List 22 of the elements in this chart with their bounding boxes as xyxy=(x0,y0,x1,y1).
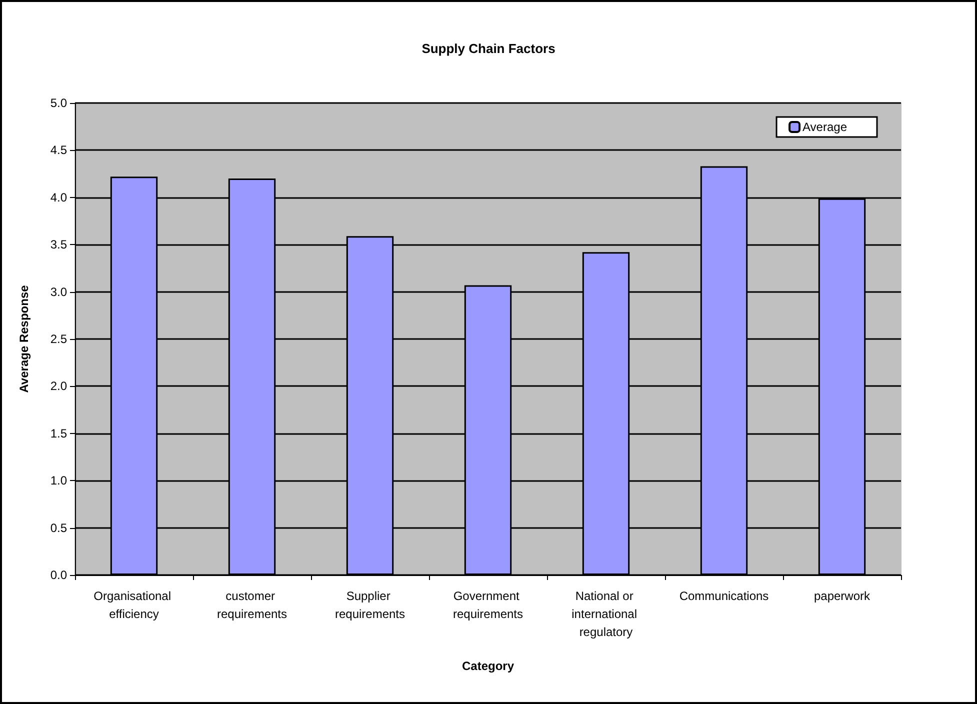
y-tick-label: 3.5 xyxy=(50,238,68,252)
y-tick-label: 1.5 xyxy=(50,426,68,440)
x-tick-label: Government requirements xyxy=(452,589,524,621)
chart-title: Supply Chain Factors xyxy=(422,41,556,56)
x-tick-label: Organisational efficiency xyxy=(94,589,174,621)
x-tick-label: Communications xyxy=(679,589,769,603)
y-tick-label: 4.5 xyxy=(50,143,68,158)
y-tick-label: 4.0 xyxy=(50,190,68,204)
x-tick-label: customer requirements xyxy=(216,589,288,621)
y-tick-label: 3.0 xyxy=(50,284,68,299)
y-tick-label: 5.0 xyxy=(50,96,68,110)
x-tick-label: paperwork xyxy=(814,589,872,603)
x-tick-label: National or international regulatory xyxy=(572,589,640,639)
y-tick-label: 0.5 xyxy=(50,520,68,535)
y-tick-label: 1.0 xyxy=(50,474,68,488)
y-axis-title: Average Response xyxy=(17,284,31,393)
y-tick-label: 0.0 xyxy=(50,568,68,582)
y-tick-label: 2.5 xyxy=(50,332,68,346)
x-axis-title: Category xyxy=(462,659,514,673)
y-tick-label: 2.0 xyxy=(50,379,68,394)
legend-label: Average xyxy=(802,120,848,134)
x-tick-label: Supplier requirements xyxy=(334,589,406,621)
